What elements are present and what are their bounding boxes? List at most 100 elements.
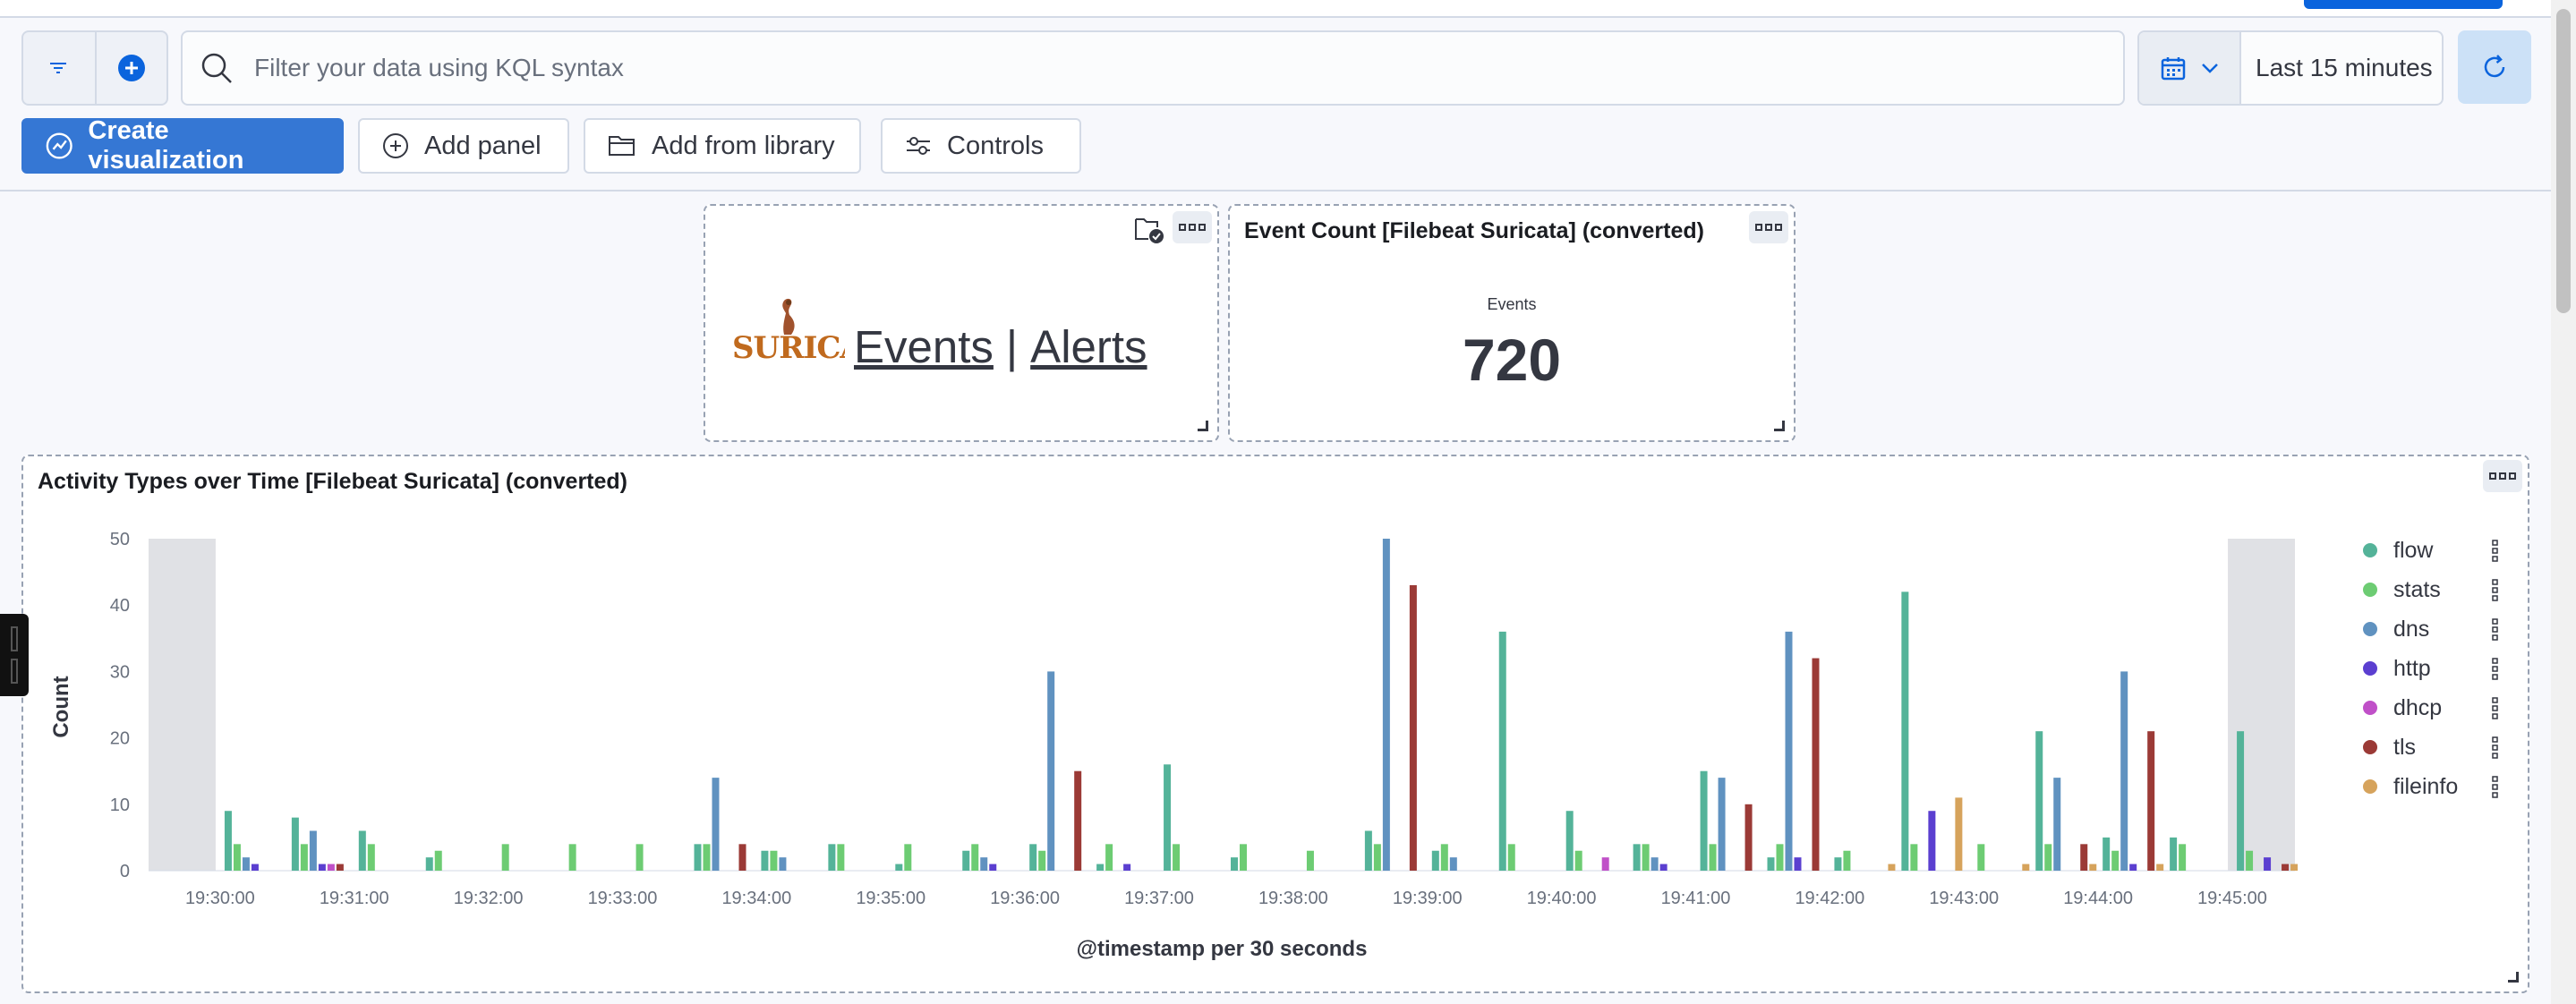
- legend-options-icon[interactable]: [2492, 578, 2499, 601]
- folder-open-icon: [609, 136, 635, 156]
- bar-flow: [291, 817, 299, 871]
- legend-item-tls[interactable]: tls: [2363, 734, 2506, 761]
- bar-stats: [635, 844, 644, 871]
- x-tick-label: 19:34:00: [721, 889, 791, 908]
- bar-flow: [1096, 864, 1105, 871]
- legend-swatch: [2363, 622, 2377, 636]
- suricata-links-panel[interactable]: SURICATA Events|Alerts: [704, 204, 1219, 442]
- x-tick-label: 19:42:00: [1795, 889, 1864, 908]
- bar-stats: [1574, 850, 1582, 871]
- bar-tls: [2282, 864, 2290, 871]
- header-primary-button[interactable]: [2304, 0, 2503, 9]
- bar-dns: [980, 857, 988, 871]
- bar-fileinfo: [2022, 864, 2030, 871]
- bar-flow: [1029, 844, 1037, 871]
- bar-stats: [1642, 844, 1650, 871]
- activity-types-panel[interactable]: Activity Types over Time [Filebeat Suric…: [21, 455, 2529, 993]
- panel-resize-handle[interactable]: [1774, 421, 1785, 431]
- bar-stats: [2179, 844, 2187, 871]
- page-scrollbar[interactable]: [2551, 0, 2576, 1004]
- bar-flow: [425, 857, 433, 871]
- bar-dns: [242, 857, 250, 871]
- top-header-strip: [0, 0, 2551, 18]
- bar-stats: [1910, 844, 1918, 871]
- bar-dns: [1785, 631, 1793, 871]
- legend-label: dhcp: [2393, 694, 2443, 720]
- legend-options-icon[interactable]: [2492, 775, 2499, 798]
- filter-menu-button[interactable]: [23, 32, 93, 104]
- add-panel-button[interactable]: Add panel: [358, 118, 569, 174]
- legend-item-fileinfo[interactable]: fileinfo: [2363, 773, 2506, 800]
- bar-stats: [1373, 844, 1381, 871]
- bar-dns: [309, 830, 317, 871]
- scrollbar-thumb[interactable]: [2556, 9, 2571, 313]
- bar-stats: [1440, 844, 1448, 871]
- bar-stats: [1709, 844, 1717, 871]
- refresh-button[interactable]: [2458, 30, 2531, 104]
- legend-item-dhcp[interactable]: dhcp: [2363, 694, 2506, 721]
- visualize-app-icon: [46, 132, 73, 159]
- legend-label: stats: [2393, 576, 2441, 602]
- bar-stats: [1977, 844, 1985, 871]
- controls-label: Controls: [947, 131, 1044, 160]
- bar-stats: [568, 844, 576, 871]
- legend-item-flow[interactable]: flow: [2363, 537, 2506, 564]
- x-tick-label: 19:40:00: [1527, 889, 1597, 908]
- legend-options-icon[interactable]: [2492, 736, 2499, 759]
- bar-dhcp: [1601, 857, 1609, 871]
- alerts-link[interactable]: Alerts: [1030, 321, 1147, 372]
- bar-flow: [1231, 857, 1238, 871]
- bar-flow: [2103, 837, 2111, 871]
- bar-flow: [1164, 764, 1172, 871]
- time-range-label[interactable]: Last 15 minutes: [2256, 54, 2433, 81]
- y-tick-label: 40: [110, 596, 130, 616]
- date-picker[interactable]: Last 15 minutes: [2137, 30, 2444, 106]
- links-separator: |: [1005, 321, 1019, 372]
- legend-item-stats[interactable]: stats: [2363, 576, 2506, 603]
- bar-flow: [1834, 857, 1842, 871]
- panel-options-button[interactable]: [2483, 460, 2522, 492]
- bar-tls: [1744, 804, 1753, 871]
- bar-stats: [434, 850, 442, 871]
- bar-fileinfo: [2290, 864, 2299, 871]
- legend-options-icon[interactable]: [2492, 696, 2499, 719]
- bar-tls: [2080, 844, 2088, 871]
- panel-resize-handle[interactable]: [1198, 421, 1208, 431]
- bar-stats: [1843, 850, 1851, 871]
- add-filter-button[interactable]: [95, 32, 166, 104]
- legend-item-dns[interactable]: dns: [2363, 616, 2506, 642]
- bar-tls: [1409, 584, 1417, 871]
- y-tick-label: 0: [120, 862, 130, 881]
- bar-tls: [738, 844, 746, 871]
- kql-search-input[interactable]: Filter your data using KQL syntax: [181, 30, 2125, 106]
- panel-options-button[interactable]: [1749, 211, 1788, 243]
- y-axis-label: Count: [49, 676, 73, 737]
- bar-dhcp: [327, 864, 335, 871]
- panel-options-button[interactable]: [1173, 211, 1212, 243]
- bar-flow: [2035, 731, 2043, 871]
- events-link[interactable]: Events: [854, 321, 994, 372]
- toolbar-divider: [0, 190, 2551, 191]
- bar-http: [1123, 864, 1131, 871]
- event-count-panel[interactable]: Event Count [Filebeat Suricata] (convert…: [1228, 204, 1796, 442]
- search-icon: [201, 53, 232, 83]
- quick-menu-button[interactable]: [2139, 32, 2241, 104]
- side-drag-tab[interactable]: [0, 614, 29, 696]
- controls-icon: [907, 137, 930, 155]
- add-from-library-button[interactable]: Add from library: [584, 118, 861, 174]
- legend-options-icon[interactable]: [2492, 539, 2499, 562]
- controls-button[interactable]: Controls: [881, 118, 1081, 174]
- bar-http: [1659, 864, 1668, 871]
- panel-resize-handle[interactable]: [2508, 972, 2519, 983]
- bar-stats: [1776, 844, 1784, 871]
- activity-title: Activity Types over Time [Filebeat Suric…: [38, 469, 627, 494]
- bar-flow: [1431, 850, 1439, 871]
- legend-options-icon[interactable]: [2492, 617, 2499, 641]
- bar-dns: [2120, 671, 2128, 871]
- legend-item-http[interactable]: http: [2363, 655, 2506, 682]
- bar-stats: [837, 844, 845, 871]
- create-visualization-button[interactable]: Create visualization: [21, 116, 344, 174]
- legend-options-icon[interactable]: [2492, 657, 2499, 680]
- bar-tls: [336, 864, 344, 871]
- create-visualization-label: Create visualization: [88, 116, 244, 174]
